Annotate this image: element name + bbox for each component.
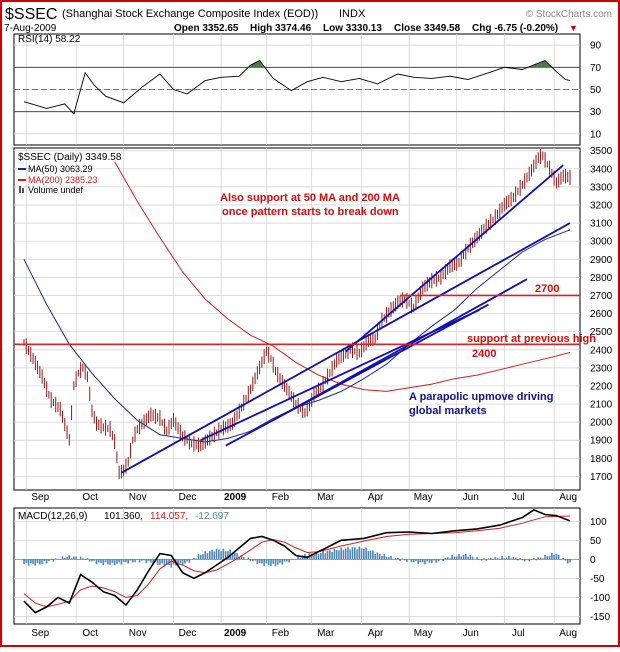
y-tick-label: 2600 xyxy=(590,309,613,320)
y-tick-label: 3200 xyxy=(590,201,613,212)
y-tick-label: 50 xyxy=(590,536,602,547)
ma-support-note-line1: Also support at 50 MA and 200 MA xyxy=(220,192,400,204)
month-tick-label: Aug xyxy=(559,628,577,639)
month-tick-label: Dec xyxy=(179,492,197,503)
trendline xyxy=(345,164,564,353)
exchange-label: INDX xyxy=(339,8,366,20)
watermark: © StockCharts.com xyxy=(526,9,612,20)
low-value: Low 3330.13 xyxy=(323,23,382,34)
down-arrow-icon: ▼ xyxy=(569,23,578,33)
y-tick-label: 3300 xyxy=(590,182,613,193)
rsi-plot xyxy=(14,60,580,115)
price-legend: $SSEC (Daily) 3349.58 xyxy=(18,152,122,163)
price-plot xyxy=(14,149,580,480)
y-tick-label: 2200 xyxy=(590,381,613,392)
high-value: High 3374.46 xyxy=(250,23,312,34)
ma200-legend: MA(200) 2385.23 xyxy=(28,175,98,185)
y-tick-label: 2700 xyxy=(590,291,613,302)
y-tick-label: 1700 xyxy=(590,472,613,483)
y-tick-label: 1800 xyxy=(590,454,613,465)
month-tick-label: 2009 xyxy=(224,492,247,503)
y-tick-label: 2500 xyxy=(590,327,613,338)
axis-labels: Sep Sep Oct Oct Nov Nov Dec Dec 2009 2009 Feb Feb Ma… xyxy=(31,41,612,639)
trendline xyxy=(288,278,528,413)
month-tick-label: Feb xyxy=(272,492,290,503)
change-value: Chg -6.75 (-0.20%) xyxy=(472,23,558,34)
volume-legend-icon-2 xyxy=(22,188,24,193)
month-tick-label: Feb xyxy=(272,628,290,639)
macd-value: 101.360, xyxy=(104,511,143,522)
macd-signal-value: 114.057, xyxy=(150,511,188,522)
y-tick-label: -50 xyxy=(590,574,605,585)
month-tick-label: Nov xyxy=(129,492,147,503)
trendline xyxy=(120,222,571,474)
y-tick-label: 2800 xyxy=(590,273,613,284)
y-tick-label: 2300 xyxy=(590,363,613,374)
y-tick-label: -150 xyxy=(590,612,610,623)
y-tick-label: 30 xyxy=(590,107,602,118)
month-tick-label: Oct xyxy=(82,492,98,503)
y-tick-label: 3100 xyxy=(590,219,613,230)
trendline xyxy=(200,309,480,442)
month-tick-label: Mar xyxy=(317,492,335,503)
y-tick-label: 50 xyxy=(590,85,602,96)
ma50-legend: MA(50) 3063.29 xyxy=(28,164,93,174)
parabolic-note-line1: A parapolic upmove driving xyxy=(409,391,553,403)
month-tick-label: Sep xyxy=(31,492,49,503)
support-note: support at previous high xyxy=(467,333,596,345)
y-tick-label: 100 xyxy=(590,517,607,528)
rsi-legend: RSI(14) 58.22 xyxy=(18,34,81,45)
y-tick-label: 2900 xyxy=(590,255,613,266)
y-tick-label: 2100 xyxy=(590,400,613,411)
rsi-line xyxy=(23,60,571,115)
macd-line xyxy=(23,508,571,614)
y-tick-label: 3400 xyxy=(590,164,613,175)
volume-legend-icon xyxy=(19,186,21,193)
symbol-label: $SSEC xyxy=(5,6,57,23)
month-tick-label: Sep xyxy=(31,628,49,639)
month-tick-label: Dec xyxy=(179,628,197,639)
index-name: (Shanghai Stock Exchange Composite Index… xyxy=(62,8,318,20)
month-tick-label: May xyxy=(414,492,433,503)
y-tick-label: -100 xyxy=(590,593,610,604)
month-tick-label: Jun xyxy=(463,492,479,503)
month-tick-label: Jul xyxy=(512,628,525,639)
trendline xyxy=(225,303,489,447)
y-tick-label: 0 xyxy=(590,555,596,566)
month-tick-label: Jun xyxy=(463,628,479,639)
y-tick-label: 10 xyxy=(590,129,602,140)
parabolic-note-line2: global markets xyxy=(409,405,487,417)
date-label: 7-Aug-2009 xyxy=(4,23,57,34)
month-tick-label: Apr xyxy=(368,492,384,503)
month-tick-label: Nov xyxy=(129,628,147,639)
y-tick-label: 2400 xyxy=(590,345,613,356)
y-tick-label: 90 xyxy=(590,41,602,52)
y-tick-label: 2000 xyxy=(590,418,613,429)
y-tick-label: 3500 xyxy=(590,146,613,157)
month-tick-label: May xyxy=(414,628,433,639)
close-value: Close 3349.58 xyxy=(394,23,461,34)
y-tick-label: 70 xyxy=(590,63,602,74)
level-2700-label: 2700 xyxy=(535,283,559,295)
month-tick-label: Aug xyxy=(559,492,577,503)
ma-support-note-line2: once pattern starts to break down xyxy=(222,206,399,218)
macd-hist-value: -12.697 xyxy=(195,511,229,522)
macd-plot xyxy=(14,508,580,614)
level-2400-label: 2400 xyxy=(472,348,496,360)
macd-legend: MACD(12,26,9) xyxy=(18,511,87,522)
y-tick-label: 3000 xyxy=(590,237,613,248)
month-tick-label: Apr xyxy=(368,628,384,639)
y-tick-label: 1900 xyxy=(590,436,613,447)
open-value: Open 3352.65 xyxy=(174,23,239,34)
month-tick-label: Jul xyxy=(512,492,525,503)
month-tick-label: 2009 xyxy=(224,628,247,639)
volume-legend: Volume undef xyxy=(28,185,84,195)
month-tick-label: Mar xyxy=(317,628,335,639)
month-tick-label: Oct xyxy=(82,628,98,639)
